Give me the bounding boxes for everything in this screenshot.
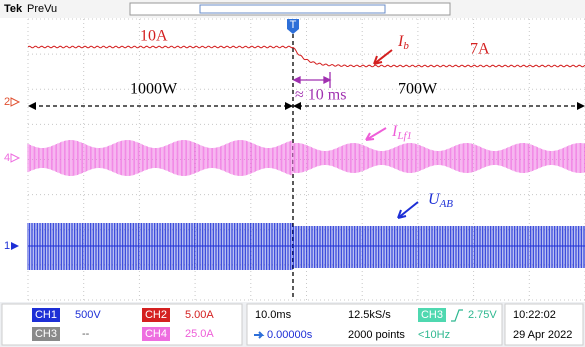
ch4-name: CH4 bbox=[145, 328, 167, 340]
subscript: Lf1 bbox=[396, 130, 412, 142]
trigger-label: T bbox=[290, 19, 297, 31]
ch1-scale: 500V bbox=[75, 309, 101, 321]
horizontal-position: 0.00000s bbox=[267, 329, 313, 341]
subscript: AB bbox=[439, 198, 454, 210]
clock-time: 10:22:02 bbox=[513, 309, 556, 321]
page: Tek PreVu T 2 4 1 10A Ib 7A 1000W 700W ≈… bbox=[0, 0, 585, 347]
ch1-name: CH1 bbox=[35, 309, 57, 321]
trigger-frequency: <10Hz bbox=[418, 329, 450, 341]
horizontal-scale: 10.0ms bbox=[255, 309, 292, 321]
ch2-scale: 5.00A bbox=[185, 309, 214, 321]
ch1-trace bbox=[28, 223, 585, 270]
ch3-scale: -- bbox=[82, 328, 90, 340]
annotation: 10A bbox=[140, 28, 168, 45]
ch2-marker: 2 bbox=[4, 96, 10, 108]
annotation: 1000W bbox=[130, 81, 178, 98]
record-length: 2000 points bbox=[348, 329, 405, 341]
trigger-source: CH3 bbox=[421, 309, 443, 321]
annotation: 700W bbox=[398, 81, 438, 98]
ch1-marker: 1 bbox=[4, 240, 10, 252]
clock-date: 29 Apr 2022 bbox=[513, 329, 572, 341]
brand: Tek bbox=[4, 3, 23, 15]
ch3-name: CH3 bbox=[35, 328, 57, 340]
trigger-level: 2.75V bbox=[468, 309, 497, 321]
mode: PreVu bbox=[27, 3, 57, 15]
ch2-name: CH2 bbox=[145, 309, 167, 321]
annotation: ≈ 10 ms bbox=[295, 87, 346, 104]
ch4-scale: 25.0A bbox=[185, 328, 214, 340]
sample-rate: 12.5kS/s bbox=[348, 309, 391, 321]
annotation: 7A bbox=[470, 41, 490, 58]
scope-screen: Tek PreVu T 2 4 1 10A Ib 7A 1000W 700W ≈… bbox=[0, 0, 585, 347]
subscript: b bbox=[403, 40, 409, 52]
ch4-marker: 4 bbox=[4, 152, 10, 164]
